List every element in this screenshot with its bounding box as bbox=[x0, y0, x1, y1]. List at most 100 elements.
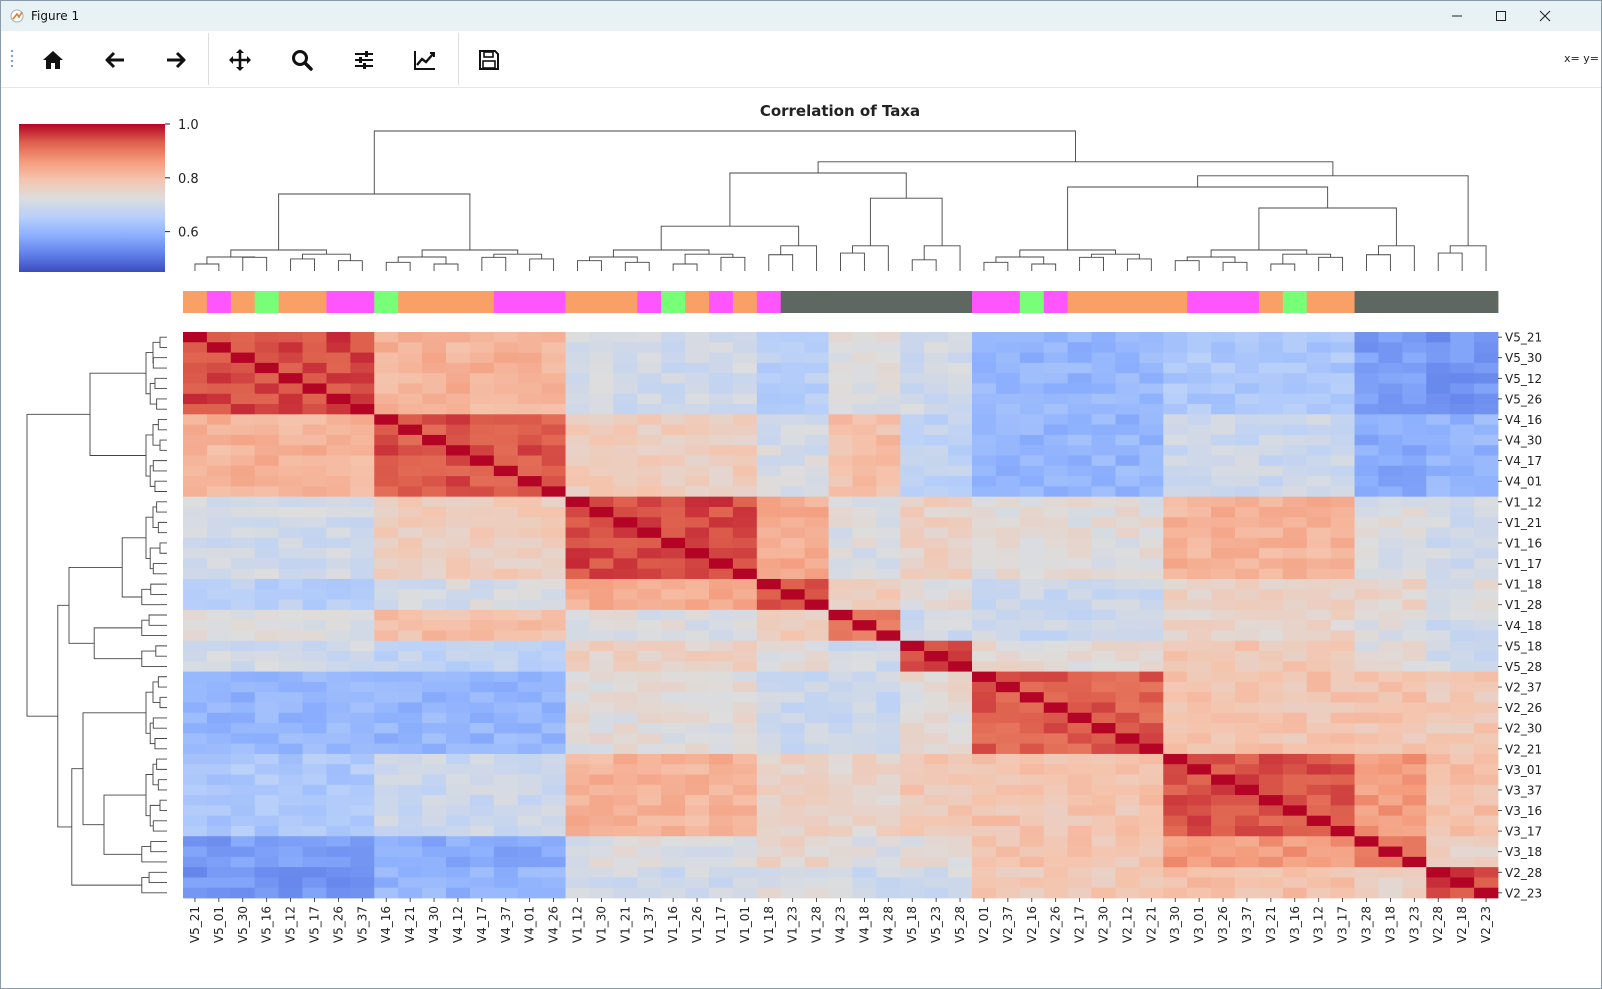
heatmap-cell bbox=[661, 815, 686, 827]
heatmap-cell bbox=[1426, 506, 1451, 518]
heatmap-cell bbox=[398, 743, 423, 755]
close-button[interactable] bbox=[1523, 1, 1567, 31]
heatmap-cell bbox=[1235, 383, 1260, 395]
heatmap-cell bbox=[828, 784, 853, 796]
heatmap-cell bbox=[326, 630, 351, 642]
dendrogram-link bbox=[155, 645, 167, 657]
edit-axis-button[interactable] bbox=[408, 43, 442, 77]
heatmap-cell bbox=[613, 825, 638, 837]
heatmap-cell bbox=[804, 434, 829, 446]
heatmap-cell bbox=[469, 589, 495, 600]
home-button[interactable] bbox=[36, 43, 70, 77]
heatmap-cell bbox=[350, 836, 375, 847]
minimize-icon bbox=[1452, 15, 1462, 17]
back-button[interactable] bbox=[98, 43, 132, 77]
grip-icon[interactable] bbox=[10, 49, 14, 71]
heatmap-cell bbox=[1211, 496, 1236, 508]
heatmap-cell bbox=[1163, 455, 1188, 467]
heatmap-cell bbox=[1330, 445, 1355, 456]
heatmap-cell bbox=[1426, 465, 1451, 477]
zoom-button[interactable] bbox=[285, 43, 319, 77]
heatmap-cell bbox=[469, 352, 495, 364]
heatmap-cell bbox=[565, 373, 590, 384]
heatmap-cell bbox=[661, 537, 686, 549]
heatmap-cell bbox=[1354, 630, 1379, 642]
dendrogram-link bbox=[157, 521, 167, 534]
color-bar-cell bbox=[1402, 291, 1427, 313]
heatmap-cell bbox=[1450, 856, 1475, 868]
heatmap-cell bbox=[756, 692, 782, 703]
heatmap-cell bbox=[900, 702, 925, 714]
heatmap-cell bbox=[972, 476, 997, 487]
heatmap-cell bbox=[1139, 671, 1164, 683]
heatmap-cell bbox=[1115, 414, 1140, 426]
heatmap-cell bbox=[469, 805, 495, 817]
heatmap-cell bbox=[1474, 795, 1499, 806]
dendrogram-link bbox=[337, 260, 363, 271]
heatmap-cell bbox=[446, 578, 471, 590]
heatmap-cell bbox=[326, 753, 351, 765]
heatmap-cell bbox=[709, 424, 734, 436]
heatmap-cell bbox=[1282, 692, 1308, 703]
heatmap-cell bbox=[709, 486, 734, 498]
pan-button[interactable] bbox=[223, 43, 257, 77]
heatmap-cell bbox=[1019, 815, 1045, 827]
dendrogram-link bbox=[156, 501, 167, 513]
heatmap-cell bbox=[326, 681, 351, 693]
heatmap-cell bbox=[948, 589, 973, 600]
heatmap-cell bbox=[637, 671, 662, 683]
heatmap-cell bbox=[254, 723, 280, 734]
heatmap-cell bbox=[206, 496, 232, 508]
heatmap-cell bbox=[1330, 702, 1355, 714]
color-bar-cell bbox=[685, 291, 710, 313]
heatmap-cell bbox=[1163, 414, 1188, 426]
heatmap-cell bbox=[685, 599, 710, 611]
heatmap-cell bbox=[1211, 558, 1236, 570]
heatmap-cell bbox=[398, 723, 423, 734]
dendrogram-link bbox=[149, 383, 157, 405]
heatmap-cell bbox=[469, 743, 495, 755]
save-button[interactable] bbox=[472, 43, 506, 77]
heatmap-cell bbox=[1378, 681, 1403, 693]
heatmap-cell bbox=[1402, 527, 1427, 539]
minimize-button[interactable] bbox=[1435, 1, 1479, 31]
heatmap-cell bbox=[183, 661, 208, 672]
heatmap-cell bbox=[565, 537, 590, 549]
configure-subplots-button[interactable] bbox=[347, 43, 381, 77]
heatmap-cell bbox=[828, 362, 853, 374]
column-dendrogram bbox=[194, 130, 1487, 271]
heatmap-cell bbox=[780, 867, 806, 878]
dendrogram-link bbox=[660, 225, 800, 250]
heatmap-cell bbox=[1258, 815, 1284, 827]
heatmap-cell bbox=[1091, 548, 1116, 559]
heatmap-cell bbox=[230, 784, 256, 796]
maximize-button[interactable] bbox=[1479, 1, 1523, 31]
heatmap-cell bbox=[732, 537, 758, 549]
heatmap-cell bbox=[732, 445, 758, 456]
heatmap-cell bbox=[709, 496, 734, 508]
heatmap-cell bbox=[1139, 784, 1164, 796]
heatmap-cell bbox=[1091, 712, 1116, 724]
color-bar-cell bbox=[230, 291, 256, 313]
heatmap-cell bbox=[254, 743, 280, 755]
heatmap-cell bbox=[278, 537, 303, 549]
heatmap-cell bbox=[948, 620, 973, 631]
row-tick-label: V1_17 bbox=[1505, 557, 1542, 571]
forward-button[interactable] bbox=[159, 43, 193, 77]
heatmap-cell bbox=[374, 537, 399, 549]
heatmap-cell bbox=[278, 630, 303, 642]
heatmap-cell bbox=[1330, 743, 1355, 755]
heatmap-cell bbox=[732, 455, 758, 467]
heatmap-cell bbox=[1043, 352, 1069, 364]
heatmap-cell bbox=[469, 568, 495, 580]
heatmap-cell bbox=[685, 856, 710, 868]
column-tick-labels: V5_21 V5_01 V5_30 V5_16 V5_12 V5_17 V5_26 V5_37… bbox=[188, 898, 1493, 943]
heatmap-cell bbox=[589, 558, 614, 570]
heatmap-cell bbox=[183, 702, 208, 714]
heatmap-cell bbox=[493, 342, 519, 353]
heatmap-cell bbox=[828, 867, 853, 878]
heatmap-cell bbox=[1450, 373, 1475, 384]
heatmap-cell bbox=[1282, 651, 1308, 662]
heatmap-cell bbox=[1330, 517, 1355, 528]
heatmap-cell bbox=[1258, 445, 1284, 456]
